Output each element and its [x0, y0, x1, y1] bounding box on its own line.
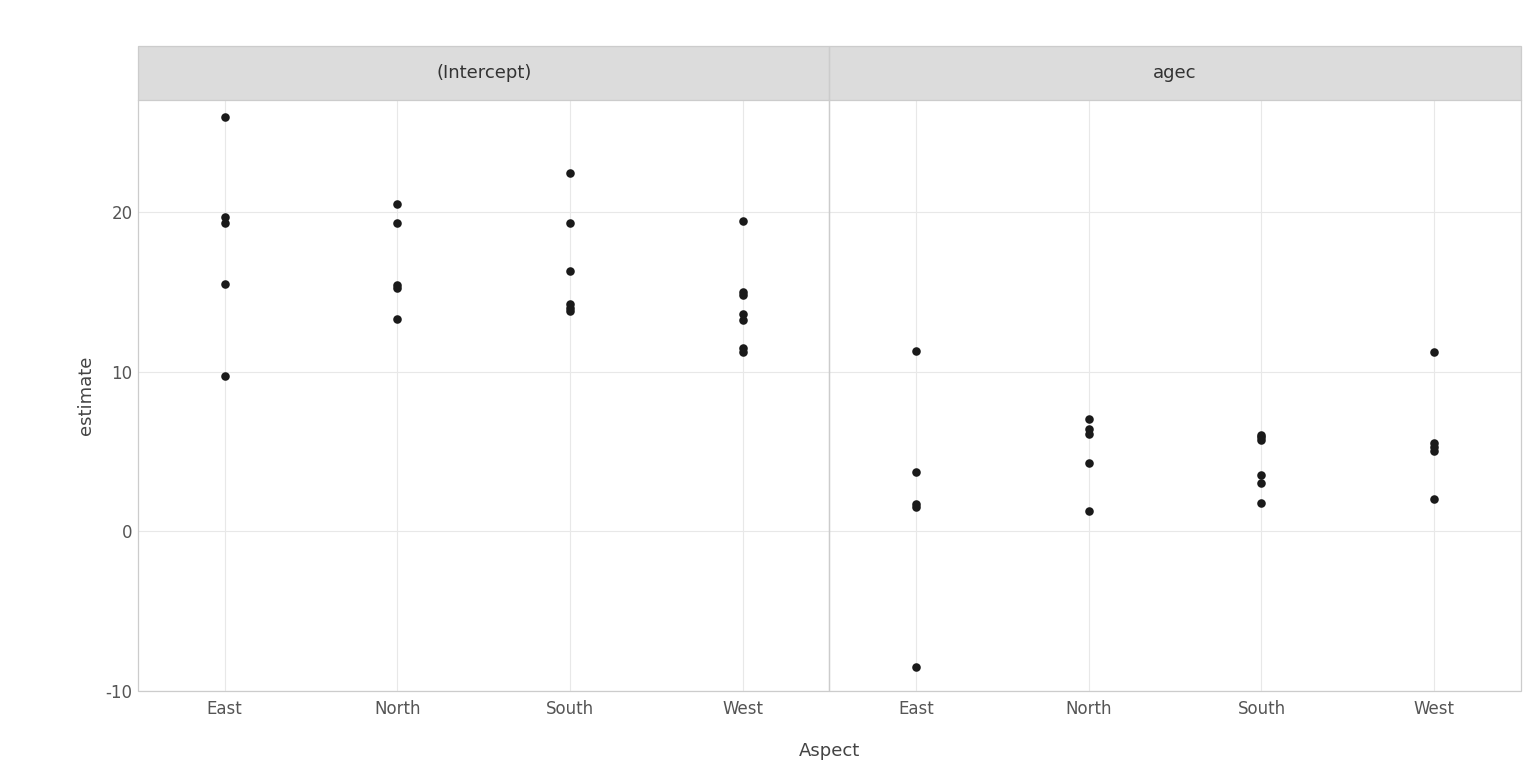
Point: [386, 283, 410, 295]
Point: [731, 346, 756, 359]
Point: [1249, 477, 1273, 489]
Point: [386, 279, 410, 291]
Text: Aspect: Aspect: [799, 743, 860, 760]
Point: [1077, 428, 1101, 440]
Point: [386, 217, 410, 229]
Point: [1249, 431, 1273, 443]
Point: [903, 502, 928, 514]
Point: [1077, 413, 1101, 425]
Point: [731, 215, 756, 227]
Point: [731, 314, 756, 326]
Point: [1422, 445, 1447, 458]
Point: [212, 111, 237, 124]
Point: [1422, 437, 1447, 449]
Point: [212, 370, 237, 382]
Point: [731, 308, 756, 320]
Point: [558, 167, 582, 180]
Point: [731, 286, 756, 298]
Point: [1422, 346, 1447, 359]
Point: [212, 210, 237, 223]
Point: [1249, 496, 1273, 508]
Point: [1249, 429, 1273, 442]
Point: [558, 305, 582, 317]
Point: [386, 197, 410, 210]
Point: [1077, 505, 1101, 517]
Point: [903, 345, 928, 357]
Point: [1077, 423, 1101, 435]
Point: [212, 277, 237, 290]
Point: [1422, 441, 1447, 453]
Point: [731, 289, 756, 301]
Point: [212, 217, 237, 229]
Y-axis label: estimate: estimate: [77, 356, 95, 435]
Point: [903, 661, 928, 674]
Point: [558, 302, 582, 314]
Text: (Intercept): (Intercept): [436, 64, 531, 82]
Point: [903, 498, 928, 511]
Point: [1249, 469, 1273, 482]
Point: [558, 265, 582, 277]
Point: [558, 217, 582, 229]
Text: agec: agec: [1154, 64, 1197, 82]
Point: [386, 313, 410, 325]
Point: [558, 298, 582, 310]
Point: [1422, 493, 1447, 505]
Point: [731, 342, 756, 354]
Point: [1077, 456, 1101, 468]
Point: [903, 466, 928, 478]
Point: [1249, 434, 1273, 446]
